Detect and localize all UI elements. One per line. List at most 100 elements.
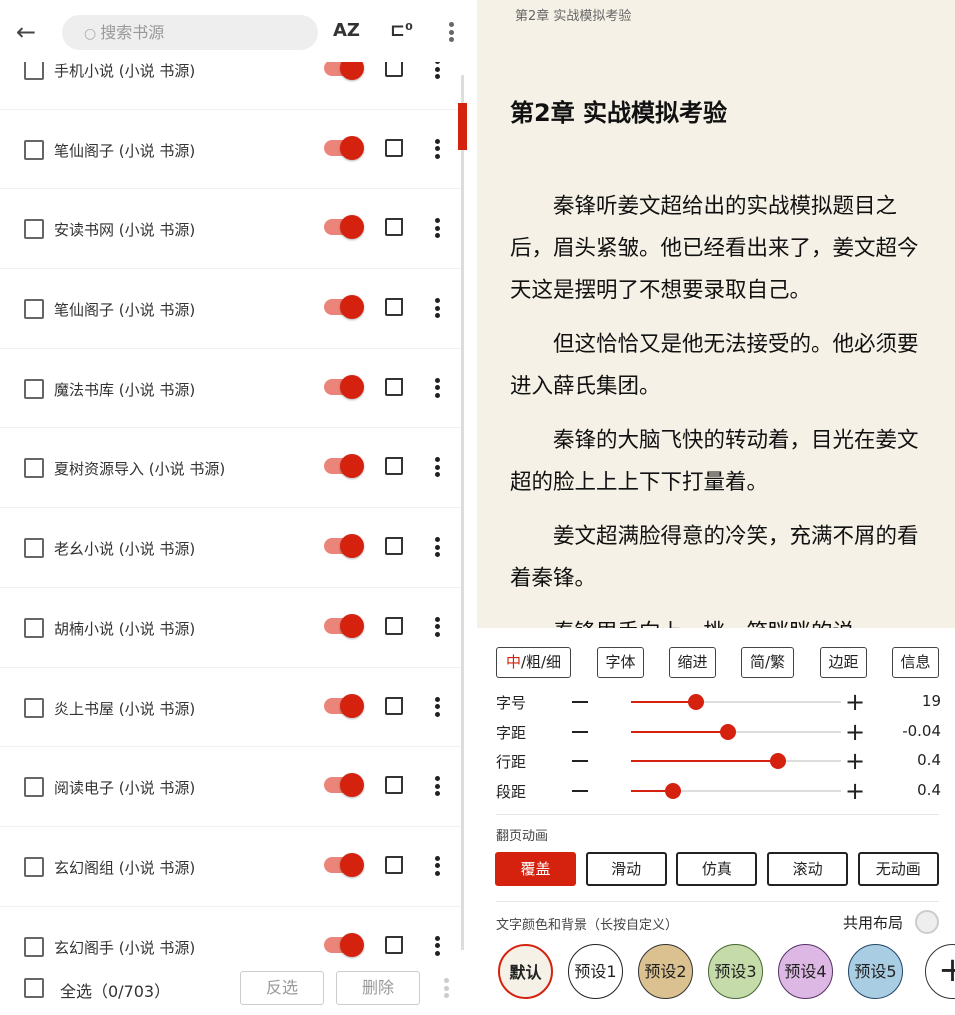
decrease-icon[interactable] [572, 701, 588, 703]
row-checkbox[interactable] [24, 219, 44, 240]
enable-toggle[interactable] [324, 374, 364, 399]
edit-icon[interactable] [385, 935, 403, 954]
simplified-traditional-button[interactable]: 简/繁 [741, 647, 794, 678]
font-button[interactable]: 字体 [597, 647, 644, 678]
row-checkbox[interactable] [24, 856, 44, 877]
decrease-icon[interactable] [572, 730, 588, 733]
sort-az-icon[interactable]: AZ [333, 20, 360, 41]
row-checkbox[interactable] [24, 139, 44, 160]
row-more-icon[interactable] [434, 537, 440, 558]
row-more-icon[interactable] [434, 457, 440, 478]
info-button[interactable]: 信息 [892, 647, 939, 678]
row-checkbox[interactable] [24, 697, 44, 718]
row-checkbox[interactable] [24, 458, 44, 479]
invert-selection-button[interactable]: 反选 [240, 971, 324, 1005]
back-arrow-icon[interactable]: ← [16, 18, 37, 46]
decrease-icon[interactable] [572, 760, 588, 762]
row-more-icon[interactable] [434, 59, 440, 79]
row-more-icon[interactable] [434, 377, 440, 398]
row-checkbox[interactable] [24, 299, 44, 320]
group-icon[interactable]: ⊏⁰ [390, 20, 413, 41]
slider-thumb[interactable] [688, 694, 705, 710]
row-more-icon[interactable] [434, 776, 440, 797]
enable-toggle[interactable] [324, 215, 364, 240]
enable-toggle[interactable] [324, 454, 364, 479]
decrease-icon[interactable] [572, 789, 588, 792]
indent-button[interactable]: 缩进 [669, 647, 716, 678]
row-checkbox[interactable] [24, 60, 44, 80]
row-more-icon[interactable] [434, 855, 440, 876]
slider-track[interactable] [631, 782, 841, 799]
color-preset[interactable]: 预设3 [708, 944, 763, 999]
enable-toggle[interactable] [324, 693, 364, 718]
row-more-icon[interactable] [434, 696, 440, 717]
edit-icon[interactable] [385, 298, 403, 317]
search-input[interactable]: ○ 搜索书源 [62, 15, 318, 50]
color-preset[interactable]: 预设2 [638, 944, 693, 999]
anim-option[interactable]: 覆盖 [495, 852, 576, 886]
source-row[interactable]: 胡楠小说 (小说 书源) [0, 588, 462, 668]
source-row[interactable]: 玄幻阁组 (小说 书源) [0, 827, 462, 907]
row-more-icon[interactable] [434, 298, 440, 319]
anim-option[interactable]: 无动画 [857, 852, 939, 886]
edit-icon[interactable] [385, 138, 403, 157]
source-row[interactable]: 笔仙阁子 (小说 书源) [0, 110, 462, 190]
increase-icon[interactable]: + [845, 747, 866, 775]
edit-icon[interactable] [385, 537, 403, 556]
source-row[interactable]: 炎上书屋 (小说 书源) [0, 668, 462, 748]
row-more-icon[interactable] [434, 616, 440, 637]
edit-icon[interactable] [385, 855, 403, 874]
color-preset[interactable]: 预设1 [568, 944, 623, 999]
row-more-icon[interactable] [434, 935, 440, 956]
enable-toggle[interactable] [324, 773, 364, 798]
increase-icon[interactable]: + [845, 776, 866, 805]
slider-thumb[interactable] [770, 753, 786, 769]
enable-toggle[interactable] [324, 932, 364, 957]
edit-icon[interactable] [385, 616, 403, 635]
edit-icon[interactable] [385, 377, 403, 396]
scrollbar[interactable] [458, 75, 467, 950]
enable-toggle[interactable] [324, 56, 364, 80]
anim-option[interactable]: 滑动 [585, 852, 667, 886]
add-preset-icon[interactable]: + [925, 944, 955, 999]
row-checkbox[interactable] [24, 617, 44, 638]
anim-option[interactable]: 滚动 [767, 852, 849, 886]
row-more-icon[interactable] [434, 218, 440, 239]
enable-toggle[interactable] [324, 295, 364, 320]
share-layout-toggle[interactable] [915, 910, 939, 934]
slider-track[interactable] [631, 723, 841, 740]
color-preset[interactable]: 默认 [498, 944, 553, 999]
source-row[interactable]: 魔法书库 (小说 书源) [0, 349, 462, 429]
increase-icon[interactable]: + [845, 688, 866, 716]
row-checkbox[interactable] [24, 936, 44, 957]
source-row[interactable]: 玄幻阁手 (小说 书源) [0, 907, 462, 987]
slider-thumb[interactable] [719, 723, 736, 740]
more-menu-icon[interactable] [448, 22, 454, 42]
more-icon[interactable] [443, 978, 449, 998]
delete-button[interactable]: 删除 [336, 971, 420, 1005]
enable-toggle[interactable] [324, 534, 364, 559]
enable-toggle[interactable] [324, 135, 364, 160]
row-checkbox[interactable] [24, 538, 44, 559]
source-row[interactable]: 阅读电子 (小说 书源) [0, 747, 462, 827]
edit-icon[interactable] [385, 218, 403, 237]
edit-icon[interactable] [385, 457, 403, 476]
row-checkbox[interactable] [24, 777, 44, 798]
enable-toggle[interactable] [324, 613, 364, 638]
source-row[interactable]: 安读书网 (小说 书源) [0, 189, 462, 270]
font-weight-button[interactable]: 中/粗/细 [496, 647, 571, 678]
row-more-icon[interactable] [434, 138, 440, 159]
color-preset[interactable]: 预设5 [848, 944, 903, 999]
slider-thumb[interactable] [665, 782, 681, 799]
source-row[interactable]: 老幺小说 (小说 书源) [0, 508, 462, 588]
source-row[interactable]: 笔仙阁子 (小说 书源) [0, 269, 462, 349]
slider-track[interactable] [631, 753, 841, 769]
edit-icon[interactable] [385, 776, 403, 795]
edit-icon[interactable] [385, 696, 403, 715]
source-row[interactable]: 夏树资源导入 (小说 书源) [0, 428, 462, 509]
row-checkbox[interactable] [24, 378, 44, 399]
slider-track[interactable] [631, 694, 841, 710]
enable-toggle[interactable] [324, 852, 364, 877]
increase-icon[interactable]: + [845, 717, 866, 746]
scrollbar-thumb[interactable] [458, 103, 467, 150]
